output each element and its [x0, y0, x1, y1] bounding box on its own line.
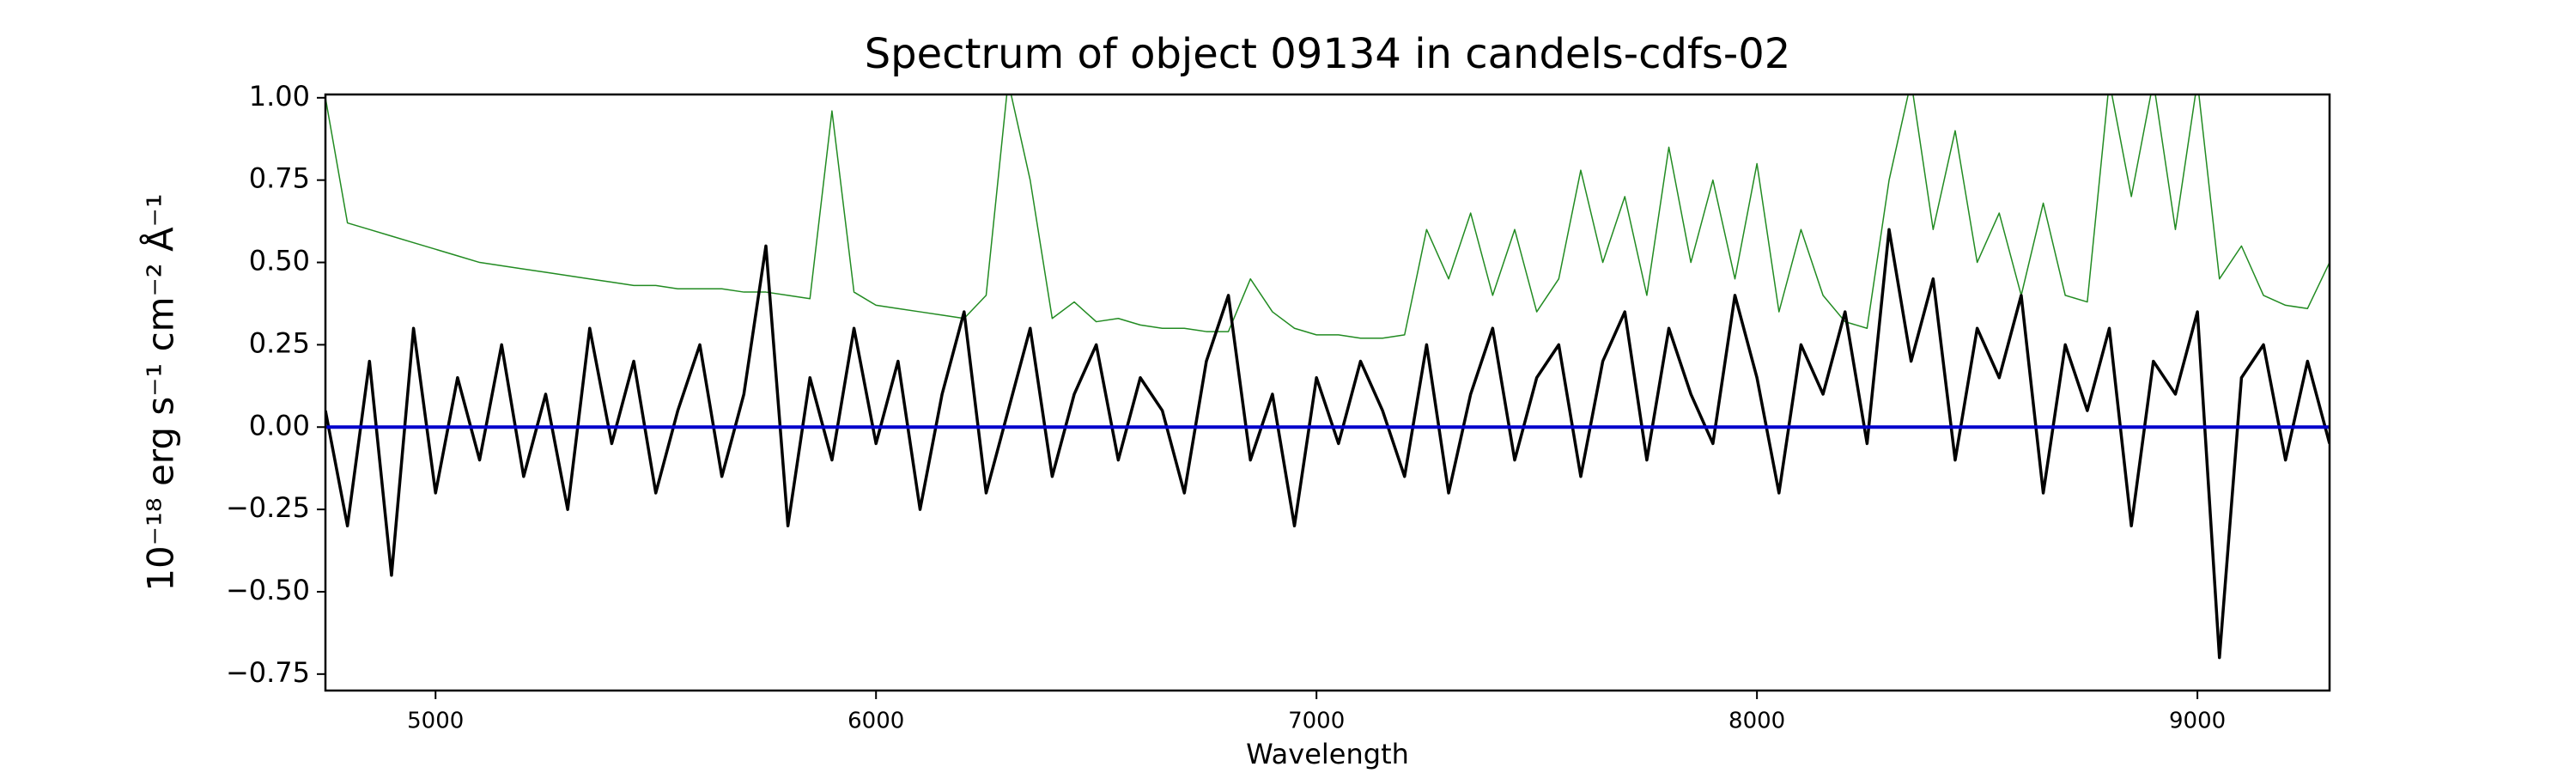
y-tick-label: 0.25	[249, 326, 310, 359]
y-axis-label: 10⁻¹⁸ erg s⁻¹ cm⁻² Å⁻¹	[139, 193, 182, 591]
y-tick-label: 0.50	[249, 245, 310, 277]
y-tick-label: 0.00	[249, 409, 310, 441]
x-tick-label: 9000	[2169, 709, 2226, 734]
x-tick-label: 5000	[407, 709, 464, 734]
spectrum-line	[325, 94, 2330, 339]
x-axis-label: Wavelength	[1246, 738, 1409, 770]
chart-title: Spectrum of object 09134 in candels-cdfs…	[865, 30, 1791, 78]
y-tick-label: −0.25	[226, 491, 310, 524]
x-tick-label: 8000	[1728, 709, 1785, 734]
plot-frame	[324, 93, 2331, 692]
y-tick-label: −0.75	[226, 656, 310, 689]
y-tick-label: 1.00	[249, 80, 310, 113]
x-tick-label: 7000	[1288, 709, 1345, 734]
y-tick-label: −0.50	[226, 574, 310, 606]
x-tick-label: 6000	[848, 709, 904, 734]
y-tick-label: 0.75	[249, 162, 310, 195]
plot-area	[325, 94, 2330, 660]
spectrum-line	[325, 228, 2330, 660]
